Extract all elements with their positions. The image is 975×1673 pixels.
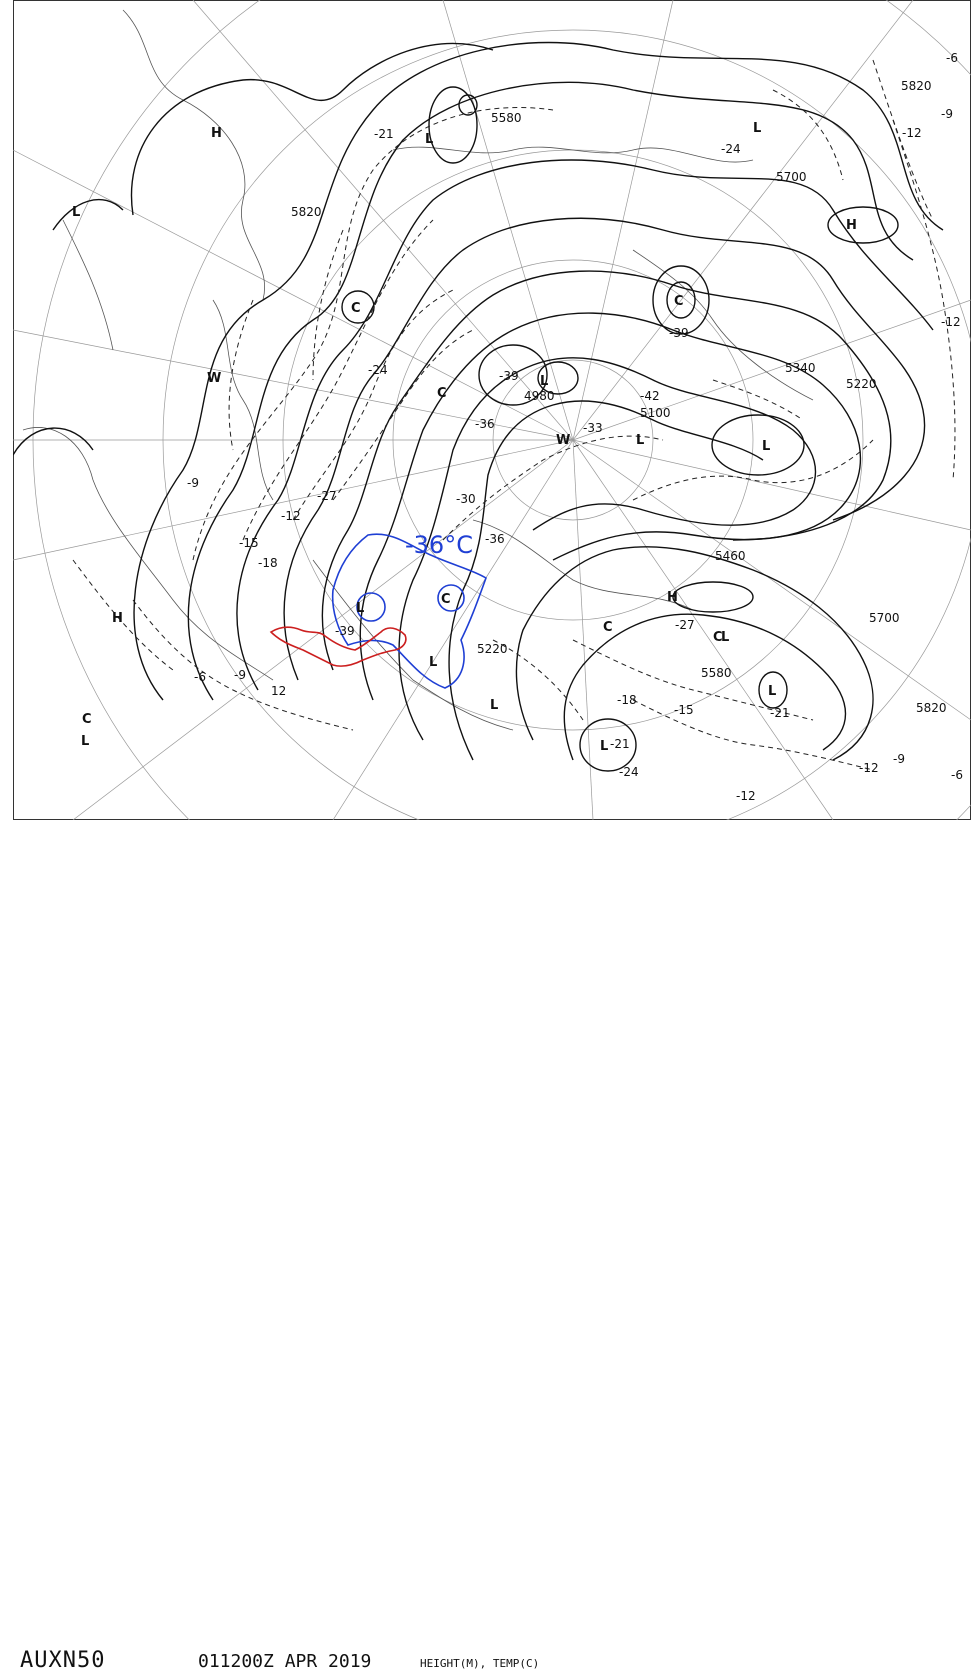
temp-label: -21 — [374, 127, 394, 141]
low-pressure-symbol: L — [762, 439, 770, 454]
temp-label: -18 — [617, 693, 637, 707]
temp-label: -21 — [610, 737, 630, 751]
temp-label: -24 — [619, 765, 639, 779]
height-label: 5820 — [901, 79, 932, 93]
temperature-labels: -21 -24 -12 -9 -6 -24 -27 -30 -33 -36 -3… — [187, 51, 963, 803]
height-label: 5700 — [869, 611, 900, 625]
cold-symbol: C — [674, 294, 684, 309]
temp-label: -9 — [234, 668, 246, 682]
low-pressure-symbol: L — [540, 374, 548, 389]
low-pressure-symbol: L — [768, 684, 776, 699]
low-pressure-symbol: L — [753, 121, 761, 136]
cold-symbol: C — [713, 630, 723, 645]
low-pressure-symbol: L — [356, 601, 364, 616]
high-pressure-symbol: H — [112, 611, 123, 626]
height-contours — [13, 41, 944, 772]
pressure-symbols: H L L L H C W C L L C L L W C H C L L C … — [72, 121, 857, 754]
temp-label: -12 — [941, 315, 961, 329]
temp-label: -39 — [335, 624, 355, 638]
temp-label: -12 — [902, 126, 922, 140]
temp-label: -9 — [893, 752, 905, 766]
temp-label: -21 — [770, 706, 790, 720]
low-pressure-symbol: L — [425, 132, 433, 147]
height-label: 5580 — [701, 666, 732, 680]
temp-label: -27 — [675, 618, 695, 632]
cold-pool-outline — [331, 533, 487, 689]
temp-label: -12 — [281, 509, 301, 523]
height-label: 5700 — [776, 170, 807, 184]
height-label: 5460 — [715, 549, 746, 563]
temp-label: -42 — [640, 389, 660, 403]
temp-label: -36 — [475, 417, 495, 431]
map-border — [13, 0, 971, 820]
temp-label: -33 — [583, 421, 603, 435]
chart-id: AUXN50 — [20, 1648, 106, 1673]
height-label: 5100 — [640, 406, 671, 420]
cold-symbol: C — [603, 620, 613, 635]
temp-label: -12 — [859, 761, 879, 775]
temp-label: -6 — [951, 768, 963, 782]
red-region-outline — [269, 626, 407, 667]
high-pressure-symbol: H — [211, 126, 222, 141]
height-label: 4980 — [524, 389, 555, 403]
temp-label: -15 — [674, 703, 694, 717]
chart-footer: AUXN50 011200Z APR 2019 HEIGHT(M), TEMP(… — [0, 822, 975, 1673]
cold-core-circle — [356, 592, 386, 622]
temp-label: -6 — [194, 670, 206, 684]
cold-symbol: C — [437, 386, 447, 401]
temp-label: -30 — [456, 492, 476, 506]
temp-label: -9 — [187, 476, 199, 490]
low-pressure-symbol: L — [81, 734, 89, 749]
high-pressure-symbol: H — [846, 218, 857, 233]
high-pressure-symbol: H — [667, 590, 678, 605]
low-pressure-symbol: L — [429, 655, 437, 670]
temp-label: 12 — [271, 684, 286, 698]
low-pressure-symbol: L — [636, 433, 644, 448]
temp-label: -18 — [258, 556, 278, 570]
low-pressure-symbol: L — [490, 698, 498, 713]
height-labels: 5580 5820 5700 5820 4980 5100 5340 5220 … — [291, 79, 947, 715]
cold-core-circle — [437, 584, 465, 612]
temp-label: -9 — [941, 107, 953, 121]
low-pressure-symbol: L — [72, 205, 80, 220]
low-pressure-symbol: L — [600, 739, 608, 754]
low-pressure-symbol: L — [721, 630, 729, 645]
valid-time: 011200Z APR 2019 — [198, 1651, 372, 1672]
cold-symbol: C — [82, 712, 92, 727]
cold-symbol: C — [351, 301, 361, 316]
temp-label: -24 — [368, 363, 388, 377]
map-canvas: -36°C 5580 5820 5700 5820 4980 5100 5340… — [13, 0, 971, 820]
height-label: 5580 — [491, 111, 522, 125]
height-label: 5220 — [846, 377, 877, 391]
warm-symbol: W — [207, 371, 221, 386]
temp-label: -27 — [317, 489, 337, 503]
temp-label: -12 — [736, 789, 756, 803]
temp-label: -39 — [669, 326, 689, 340]
annotation-temperature: -36°C — [405, 531, 473, 559]
height-label: 5220 — [477, 642, 508, 656]
weather-map: -36°C 5580 5820 5700 5820 4980 5100 5340… — [13, 0, 971, 820]
height-label: 5820 — [916, 701, 947, 715]
cold-symbol: C — [441, 592, 451, 607]
temp-label: -24 — [721, 142, 741, 156]
temp-label: -39 — [499, 369, 519, 383]
temp-label: -36 — [485, 532, 505, 546]
temperature-isotherms — [72, 59, 956, 771]
height-label: 5340 — [785, 361, 816, 375]
temp-label: -15 — [239, 536, 259, 550]
height-label: 5820 — [291, 205, 322, 219]
lat-lon-grid — [13, 0, 971, 820]
chart-parameters: HEIGHT(M), TEMP(C) — [420, 1657, 540, 1670]
warm-symbol: W — [556, 433, 570, 448]
temp-label: -6 — [946, 51, 958, 65]
coastlines — [22, 9, 814, 731]
